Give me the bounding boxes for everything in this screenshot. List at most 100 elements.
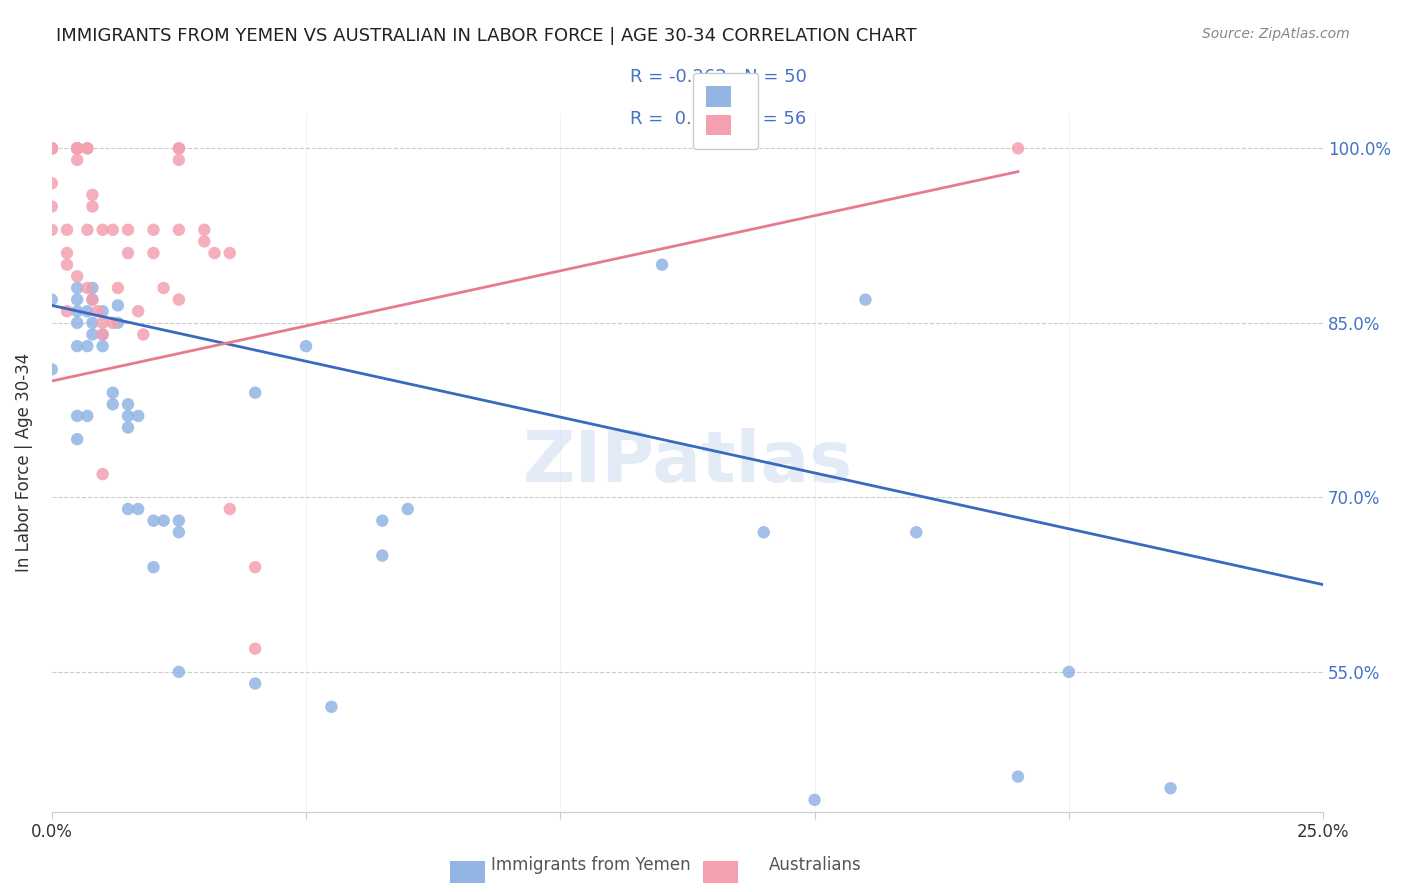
Point [76, 223, 98, 237]
Point [142, 246, 165, 260]
Point [91, 304, 114, 318]
Point [86, 304, 108, 318]
Point [167, 514, 190, 528]
Point [41, 141, 63, 155]
Point [82, 293, 104, 307]
Point [101, 316, 124, 330]
Point [66, 153, 89, 167]
Point [66, 269, 89, 284]
Legend: , : , [693, 73, 758, 149]
Point [56, 223, 79, 237]
Point [107, 316, 129, 330]
Point [82, 316, 104, 330]
Point [76, 304, 98, 318]
Point [91, 327, 114, 342]
Y-axis label: In Labor Force | Age 30-34: In Labor Force | Age 30-34 [15, 353, 32, 572]
Point [91, 327, 114, 342]
Point [66, 141, 89, 155]
Point [243, 676, 266, 690]
Point [752, 525, 775, 540]
Point [321, 699, 343, 714]
Point [167, 293, 190, 307]
Point [41, 141, 63, 155]
Point [41, 176, 63, 190]
Point [152, 281, 174, 295]
Point [651, 258, 673, 272]
Text: R = -0.262   N = 50: R = -0.262 N = 50 [630, 68, 807, 86]
Point [66, 141, 89, 155]
Point [82, 187, 104, 202]
Point [371, 514, 394, 528]
Point [117, 246, 139, 260]
Text: Immigrants from Yemen: Immigrants from Yemen [491, 856, 690, 874]
Point [243, 560, 266, 574]
Point [82, 327, 104, 342]
Point [41, 141, 63, 155]
Point [117, 409, 139, 423]
Point [91, 339, 114, 353]
Text: IMMIGRANTS FROM YEMEN VS AUSTRALIAN IN LABOR FORCE | AGE 30-34 CORRELATION CHART: IMMIGRANTS FROM YEMEN VS AUSTRALIAN IN L… [56, 27, 917, 45]
Point [91, 223, 114, 237]
Point [218, 502, 240, 516]
Point [295, 339, 318, 353]
Point [107, 281, 129, 295]
Point [167, 141, 190, 155]
Point [82, 293, 104, 307]
Point [142, 560, 165, 574]
Point [66, 293, 89, 307]
Point [82, 281, 104, 295]
Point [1007, 141, 1029, 155]
Point [243, 385, 266, 400]
Point [1007, 770, 1029, 784]
Point [66, 141, 89, 155]
Point [193, 223, 215, 237]
Text: Source: ZipAtlas.com: Source: ZipAtlas.com [1202, 27, 1350, 41]
Point [132, 327, 155, 342]
Point [66, 432, 89, 446]
Point [396, 502, 419, 516]
Point [142, 514, 165, 528]
Point [56, 246, 79, 260]
Point [82, 200, 104, 214]
Point [152, 514, 174, 528]
Point [76, 141, 98, 155]
Point [76, 141, 98, 155]
Point [76, 339, 98, 353]
Point [76, 281, 98, 295]
Point [91, 467, 114, 482]
Point [56, 304, 79, 318]
Point [56, 258, 79, 272]
Point [218, 246, 240, 260]
Point [803, 793, 825, 807]
Point [127, 304, 149, 318]
Point [204, 246, 226, 260]
Text: ZIPatlas: ZIPatlas [523, 428, 852, 497]
Point [905, 525, 928, 540]
Text: R =  0.382   N = 56: R = 0.382 N = 56 [630, 110, 807, 128]
Point [127, 502, 149, 516]
Point [66, 141, 89, 155]
Point [243, 641, 266, 656]
Point [66, 339, 89, 353]
Point [41, 200, 63, 214]
Point [371, 549, 394, 563]
Point [117, 223, 139, 237]
Point [167, 525, 190, 540]
Point [41, 293, 63, 307]
Point [107, 298, 129, 312]
Point [167, 665, 190, 679]
Point [855, 293, 877, 307]
Point [167, 223, 190, 237]
Point [66, 304, 89, 318]
Point [167, 153, 190, 167]
Point [41, 141, 63, 155]
Point [117, 420, 139, 434]
Point [66, 409, 89, 423]
Point [66, 141, 89, 155]
Point [41, 141, 63, 155]
Point [101, 223, 124, 237]
Point [41, 223, 63, 237]
Point [41, 141, 63, 155]
Point [1160, 781, 1182, 796]
Point [101, 397, 124, 411]
